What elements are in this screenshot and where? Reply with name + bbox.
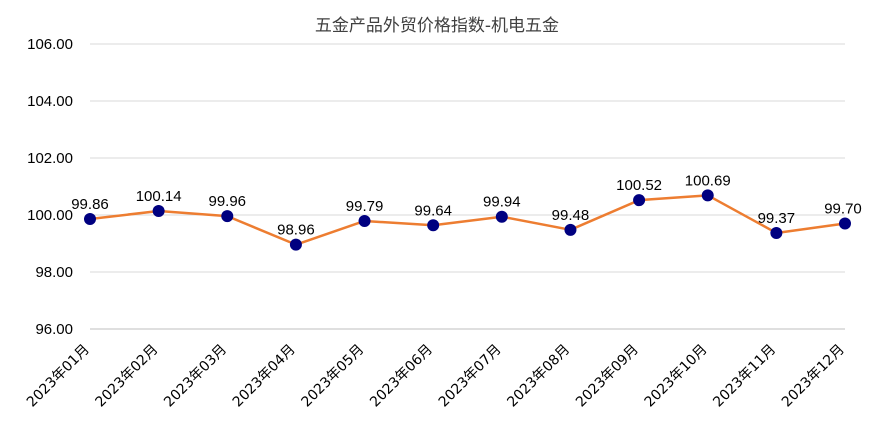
x-tick-label: 2023年02月	[93, 342, 162, 411]
grid-layer	[90, 43, 845, 330]
data-point	[564, 223, 577, 236]
series-line	[89, 194, 846, 246]
data-label: 99.64	[414, 202, 452, 219]
data-point	[427, 219, 440, 232]
data-label: 98.96	[277, 222, 315, 239]
data-point	[495, 210, 508, 223]
data-point	[633, 194, 646, 207]
data-label: 100.52	[616, 177, 662, 194]
x-tick-label: 2023年08月	[504, 342, 573, 411]
data-point	[839, 217, 851, 230]
x-tick-label: 2023年05月	[298, 342, 367, 411]
x-tick-label: 2023年09月	[573, 342, 642, 411]
chart-title: 五金产品外贸价格指数-机电五金	[315, 16, 559, 36]
data-point	[152, 205, 165, 218]
x-tick-label: 2023年12月	[779, 342, 848, 411]
x-tick-label: 2023年11月	[710, 342, 779, 411]
data-label: 99.37	[758, 210, 796, 227]
x-axis-ticks: 2023年01月 2023年02月 2023年03月 2023年04月 2023年05月…	[24, 342, 848, 411]
x-tick-label: 2023年10月	[642, 342, 711, 411]
data-label: 100.69	[685, 172, 731, 189]
data-label: 99.79	[346, 198, 384, 215]
data-points	[84, 189, 851, 251]
data-label: 99.86	[71, 196, 109, 213]
x-tick-label: 2023年03月	[161, 342, 230, 411]
x-tick-label: 2023年01月	[24, 342, 93, 411]
y-tick-label: 100.00	[27, 207, 73, 224]
y-tick-label: 104.00	[27, 93, 73, 110]
x-tick-label: 2023年07月	[436, 342, 505, 411]
data-point	[289, 238, 302, 251]
data-label: 99.48	[552, 207, 590, 224]
data-point	[84, 212, 96, 225]
y-tick-label: 96.00	[35, 321, 73, 338]
y-tick-label: 102.00	[27, 150, 73, 167]
x-tick-label: 2023年04月	[230, 342, 299, 411]
data-labels: 99.86 100.14 99.96 98.96 99.79 99.64 99.94 99.4…	[71, 172, 862, 238]
data-label: 99.70	[824, 201, 862, 218]
data-label: 99.96	[208, 193, 246, 210]
data-point	[221, 210, 234, 223]
y-axis-ticks: 96.00 98.00 100.00 102.00 104.00 106.00	[27, 36, 73, 338]
data-point	[770, 226, 783, 239]
series-line-layer	[89, 194, 846, 246]
y-tick-label: 106.00	[27, 36, 73, 53]
x-tick-label: 2023年06月	[367, 342, 436, 411]
data-label: 99.94	[483, 194, 521, 211]
data-point	[701, 189, 714, 202]
y-tick-label: 98.00	[35, 264, 73, 281]
data-point	[358, 214, 371, 227]
data-label: 100.14	[136, 188, 182, 205]
